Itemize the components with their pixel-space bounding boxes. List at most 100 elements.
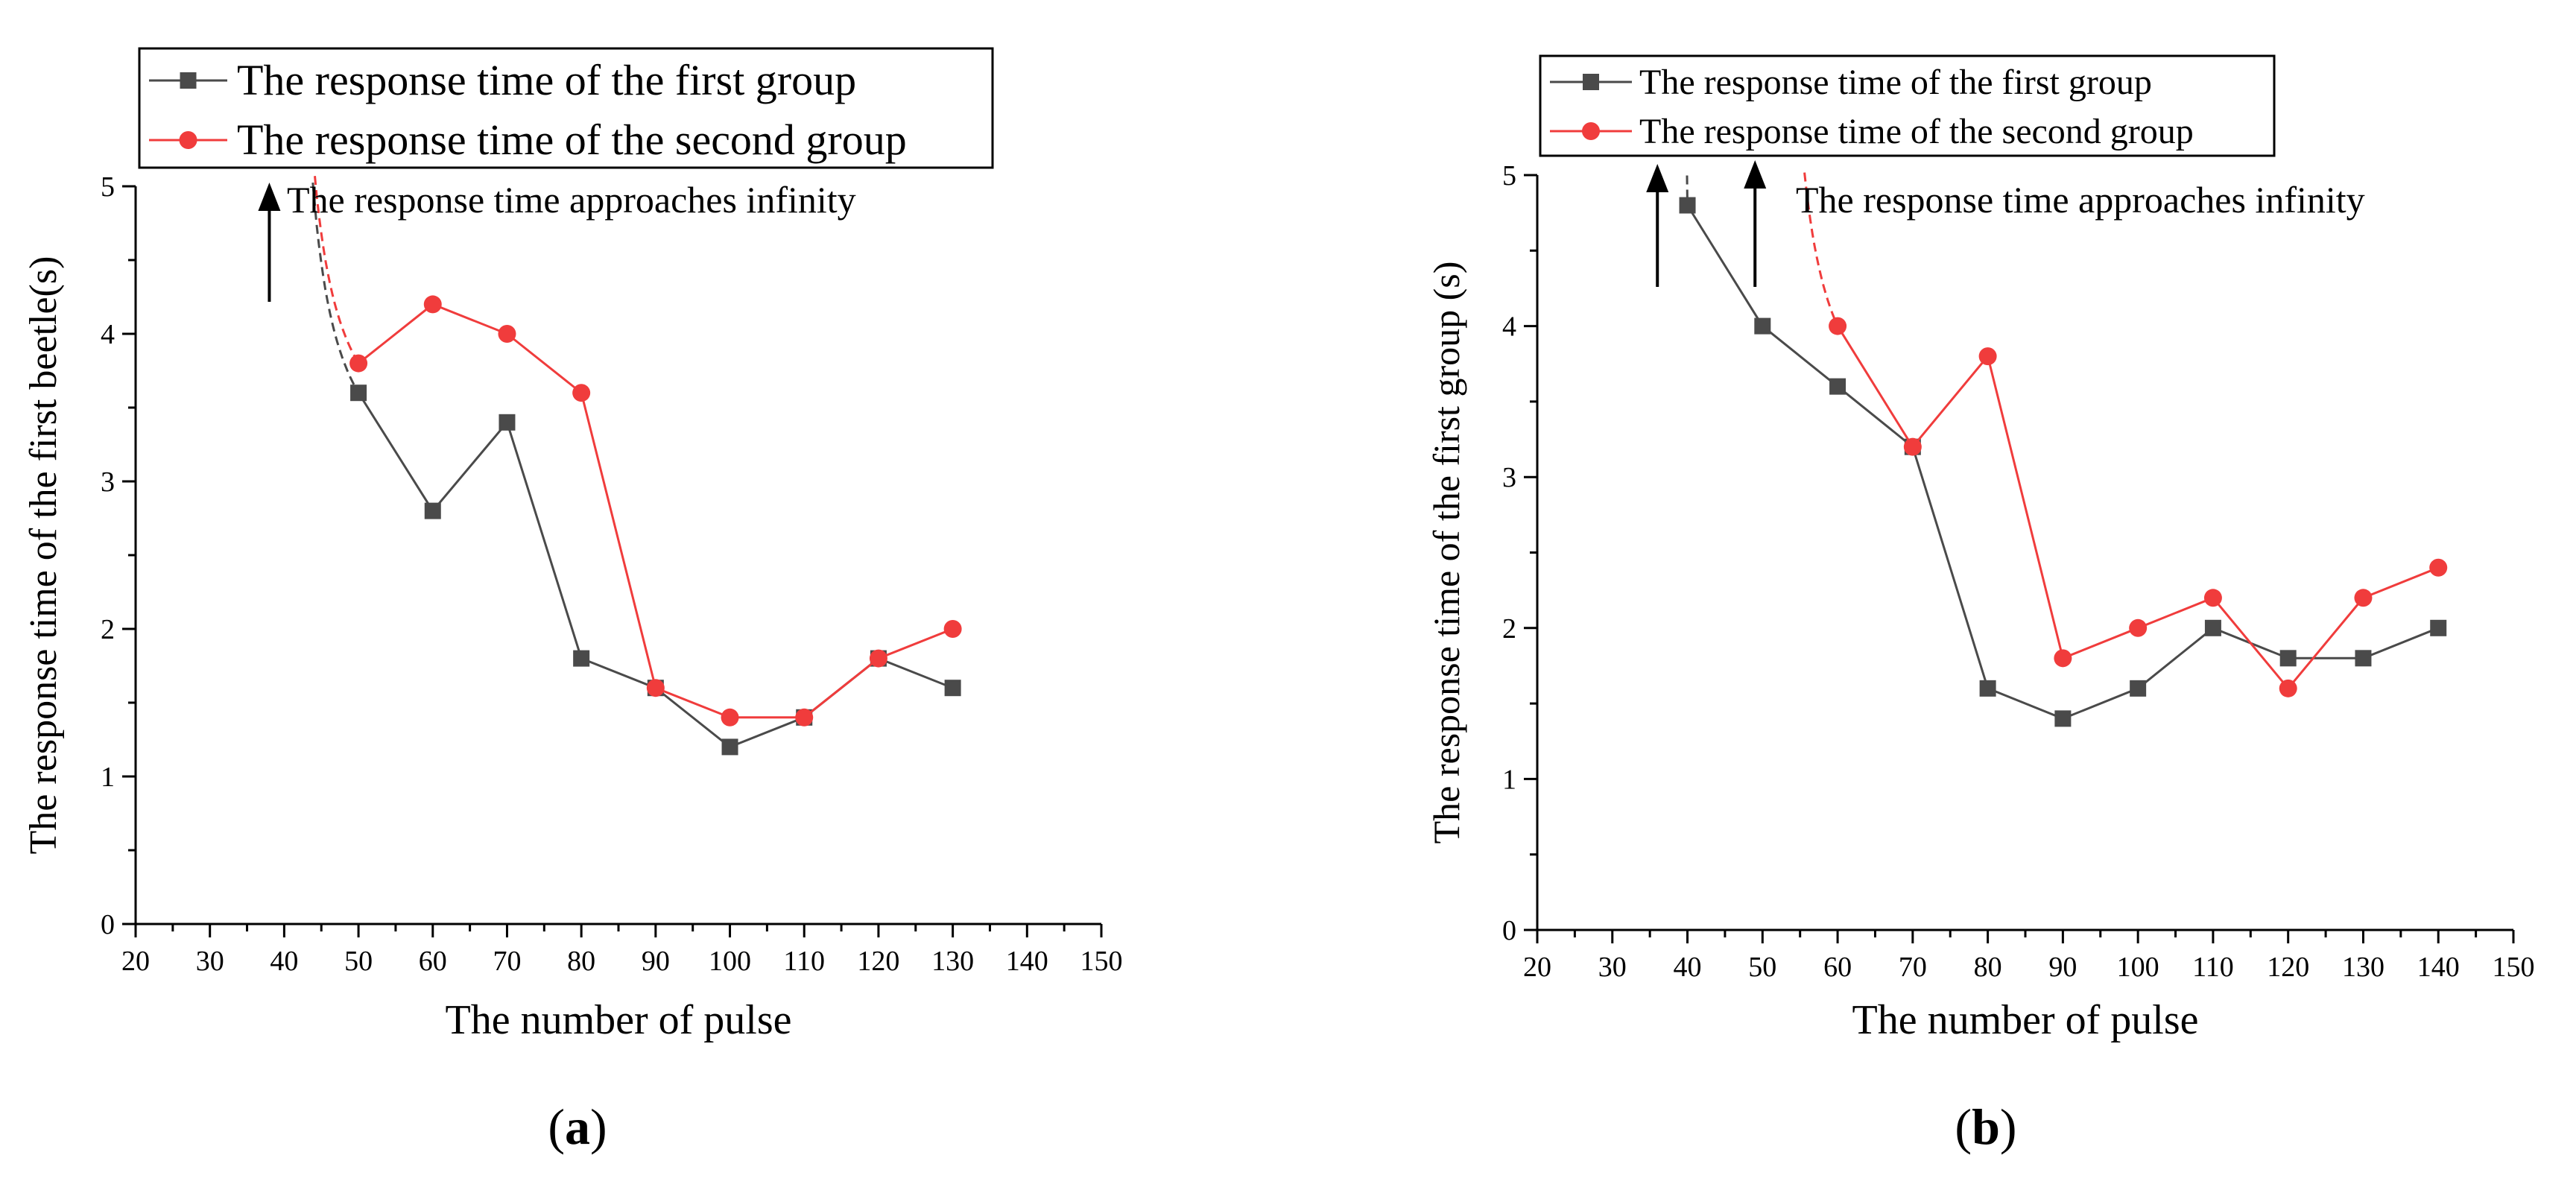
arrow-head-icon [1744, 160, 1767, 189]
x-tick-label: 20 [121, 946, 150, 977]
data-point [2130, 680, 2147, 697]
data-point [573, 650, 590, 667]
data-point [1754, 317, 1771, 335]
x-tick-label: 150 [2493, 952, 2535, 983]
legend-box [1539, 54, 2276, 157]
data-point [1979, 680, 1996, 697]
data-point [2354, 589, 2373, 607]
y-tick-label: 0 [1502, 915, 1516, 946]
x-axis-title: The number of pulse [1852, 997, 2199, 1043]
annotation-text: The response time approaches infinity [1796, 179, 2365, 221]
legend-label: The response time of the first group [1639, 63, 2152, 102]
data-point [2204, 619, 2221, 636]
x-tick-label: 90 [2048, 952, 2077, 983]
data-point [944, 680, 961, 697]
x-tick-label: 30 [196, 946, 224, 977]
data-point [2054, 649, 2072, 668]
y-tick-label: 3 [1502, 462, 1516, 493]
data-point [572, 384, 591, 402]
chart-panel-b: 20 30 40 50 60 70 80 90 100 110 120 130 140 150 0 1 2 3 4 5… [1425, 54, 2535, 1155]
series-second-group [1803, 172, 2448, 697]
data-point [1829, 317, 1847, 335]
legend: The response time of the first group The … [138, 47, 994, 169]
legend: The response time of the first group The … [1539, 54, 2276, 157]
x-tick-label: 100 [709, 946, 751, 977]
series-second-group [314, 176, 962, 727]
y-tick-label: 0 [101, 909, 115, 940]
legend-label: The response time of the second group [1639, 112, 2194, 151]
x-tick-label: 70 [1899, 952, 1927, 983]
y-axis-title: The response time of the first beetle(s) [22, 256, 65, 855]
y-tick-label: 3 [101, 466, 115, 498]
data-point [424, 502, 441, 519]
data-point [350, 385, 367, 402]
data-point [499, 414, 516, 431]
data-point [721, 708, 739, 727]
x-tick-label: 40 [1674, 952, 1702, 983]
x-tick-label: 60 [1823, 952, 1852, 983]
x-tick-label: 150 [1080, 946, 1123, 977]
y-tick-label: 4 [1502, 311, 1516, 343]
data-point [349, 354, 368, 373]
data-point [1978, 347, 1997, 366]
x-tick-label: 90 [642, 946, 670, 977]
x-tick-label: 140 [1006, 946, 1048, 977]
annotation-text: The response time approaches infinity [287, 179, 856, 221]
y-tick-label: 1 [101, 762, 115, 793]
data-point [498, 325, 516, 343]
y-tick-label: 5 [101, 171, 115, 203]
y-axis-title: The response time of the first group (s) [1425, 262, 1467, 844]
data-point [423, 295, 442, 314]
asymptote-curve [311, 182, 360, 393]
legend-box [138, 47, 994, 169]
x-axis-title: The number of pulse [446, 997, 792, 1043]
data-point [2429, 558, 2448, 577]
data-point [2430, 619, 2447, 636]
y-tick-label: 4 [101, 319, 115, 350]
x-tick-label: 50 [1748, 952, 1776, 983]
annotation-arrows [1646, 160, 1767, 287]
asymptote-curve [314, 176, 360, 364]
x-tick-label: 130 [2342, 952, 2384, 983]
data-point [2129, 618, 2148, 637]
x-tick-label: 100 [2117, 952, 2159, 983]
data-point [2279, 650, 2297, 667]
legend-label: The response time of the second group [237, 115, 907, 164]
data-point [646, 679, 665, 697]
x-tick-label: 40 [270, 946, 298, 977]
legend-marker [180, 72, 197, 89]
legend-marker [1582, 122, 1600, 140]
series-line [358, 303, 954, 719]
data-point [2355, 650, 2372, 667]
panel-label: (b) [1955, 1098, 2016, 1155]
x-tick-label: 80 [1974, 952, 2002, 983]
x-tick-label: 140 [2417, 952, 2460, 983]
y-tick-label: 1 [1502, 764, 1516, 795]
x-tick-label: 70 [493, 946, 521, 977]
data-point [1679, 197, 1696, 214]
data-point [1829, 378, 1846, 395]
y-tick-label: 5 [1502, 160, 1516, 192]
legend-marker [179, 131, 197, 149]
chart-panel-a: 20 30 40 50 60 70 80 90 100 110 120 130 140 150 0 1 2 3 4 5… [22, 47, 1123, 1155]
data-point [2054, 710, 2072, 727]
data-point [869, 649, 887, 668]
data-point [2279, 679, 2297, 697]
arrow-head-icon [1646, 164, 1669, 192]
data-point [943, 620, 962, 638]
x-tick-label: 60 [419, 946, 447, 977]
data-point [2203, 589, 2222, 607]
x-tick-label: 110 [2192, 952, 2234, 983]
x-tick-label: 30 [1598, 952, 1627, 983]
data-point [721, 738, 738, 756]
x-tick-label: 110 [783, 946, 825, 977]
x-tick-label: 120 [2267, 952, 2309, 983]
arrow-head-icon [258, 183, 281, 211]
x-tick-label: 50 [344, 946, 373, 977]
legend-label: The response time of the first group [237, 56, 856, 104]
x-tick-label: 120 [857, 946, 899, 977]
panel-label: (a) [548, 1098, 607, 1155]
asymptote-curve [1803, 172, 1839, 327]
series-first-group [1679, 175, 2447, 727]
